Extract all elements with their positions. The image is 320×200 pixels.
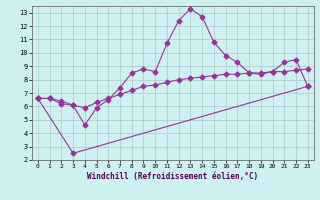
X-axis label: Windchill (Refroidissement éolien,°C): Windchill (Refroidissement éolien,°C): [87, 172, 258, 181]
